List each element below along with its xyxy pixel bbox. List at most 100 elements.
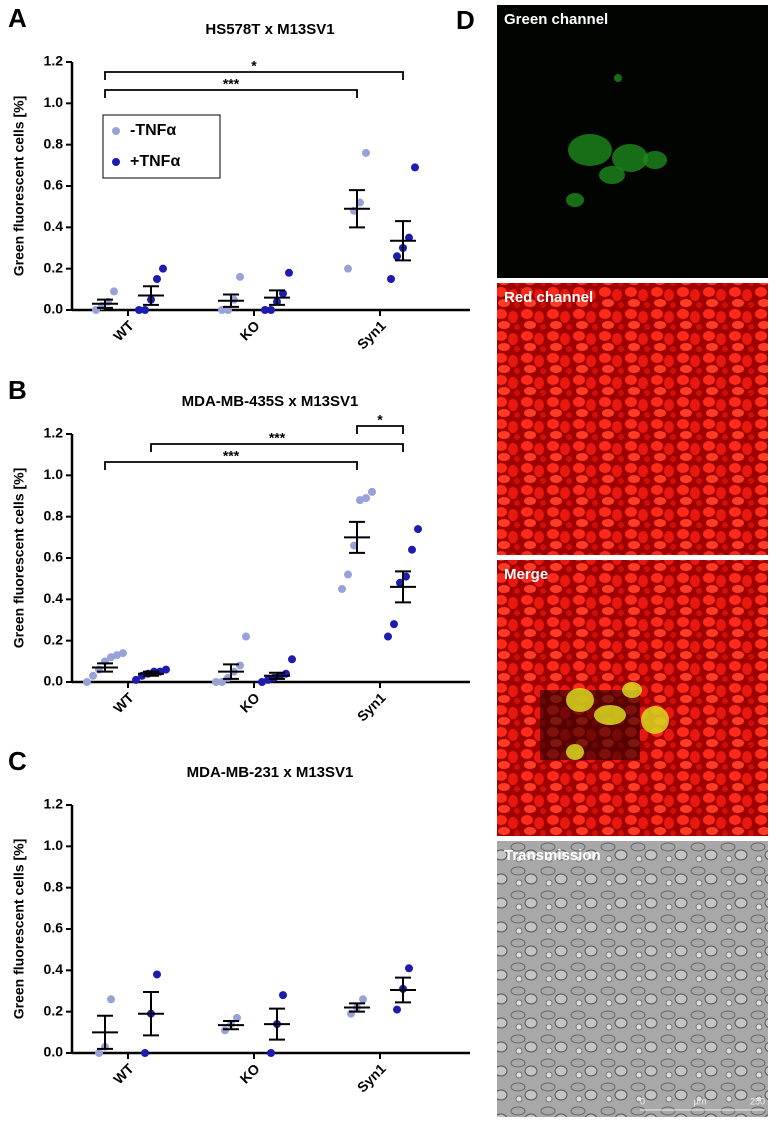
error-bar <box>143 670 159 677</box>
data-point <box>356 496 364 505</box>
y-tick-label: 1.2 <box>44 425 64 441</box>
error-bar <box>143 991 159 1037</box>
data-point <box>141 306 149 314</box>
x-tick-label: KO <box>237 1060 263 1086</box>
y-tick-label: 0.6 <box>44 920 64 936</box>
data-point <box>362 494 370 503</box>
data-point <box>89 671 97 680</box>
y-tick-label: 0.0 <box>44 301 64 317</box>
chart-title: HS578T x M13SV1 <box>205 21 334 38</box>
panel-letter: A <box>8 3 27 33</box>
data-point <box>258 678 266 686</box>
x-tick-label: KO <box>237 317 263 343</box>
y-tick-label: 1.2 <box>44 53 64 69</box>
image-label: Merge <box>504 566 548 583</box>
significance-bracket <box>104 71 404 80</box>
chart: A HS578T x M13SV1 Green fluorescent cells … <box>8 3 470 352</box>
error-bar <box>349 189 365 229</box>
x-tick-label: Syn1 <box>354 317 389 352</box>
data-point <box>408 545 416 554</box>
data-point <box>212 678 220 686</box>
error-bar <box>223 1019 239 1031</box>
chart-title: MDA-MB-231 x M13SV1 <box>187 764 354 781</box>
legend-label: +TNFα <box>130 153 180 170</box>
significance-bracket <box>104 89 358 98</box>
x-tick-label: Syn1 <box>354 1060 389 1095</box>
x-tick-label: WT <box>110 317 137 344</box>
micrograph <box>497 5 768 278</box>
data-point <box>390 620 398 629</box>
data-point <box>83 678 91 686</box>
error-bar <box>223 293 239 308</box>
data-point <box>387 275 395 283</box>
merged-cell <box>641 706 669 734</box>
significance-label: * <box>377 412 383 428</box>
data-point <box>159 264 167 273</box>
merged-cell <box>622 682 642 698</box>
merged-cell <box>566 688 594 712</box>
error-bar <box>223 663 239 680</box>
y-tick-label: 1.0 <box>44 837 64 853</box>
green-cell <box>614 74 622 82</box>
error-bar <box>349 520 365 554</box>
data-point <box>279 991 287 1000</box>
y-tick-label: 0.8 <box>44 507 64 523</box>
data-point <box>132 675 140 684</box>
panel-d: D Green channel Red channel Merge Transmiss… <box>456 5 768 1117</box>
error-bar <box>395 976 411 1004</box>
error-bar <box>395 220 411 262</box>
error-bar <box>97 298 113 309</box>
data-point <box>368 487 376 496</box>
scale-label: 250 <box>750 1096 765 1106</box>
data-point <box>285 268 293 277</box>
data-point <box>362 148 370 157</box>
data-point <box>224 306 232 314</box>
y-tick-label: 0.0 <box>44 673 64 689</box>
error-bar <box>97 662 113 673</box>
green-cell <box>599 166 625 184</box>
y-tick-label: 0.2 <box>44 1002 64 1018</box>
significance-label: *** <box>223 448 240 464</box>
chart: B MDA-MB-435S x M13SV1 Green fluorescent c… <box>8 375 470 724</box>
data-point <box>135 306 143 314</box>
error-bar <box>143 285 159 306</box>
chart: C MDA-MB-231 x M13SV1 Green fluorescent ce… <box>8 746 470 1095</box>
legend-box <box>102 114 221 179</box>
y-tick-label: 0.4 <box>44 590 64 606</box>
data-point <box>384 632 392 641</box>
data-point <box>267 1049 275 1057</box>
y-tick-label: 0.6 <box>44 177 64 193</box>
data-point <box>221 1026 229 1035</box>
data-point <box>242 632 250 641</box>
green-cell <box>568 134 612 166</box>
data-point <box>236 661 244 670</box>
significance-bracket <box>104 461 358 470</box>
data-point <box>113 651 121 660</box>
significance-label: *** <box>223 76 240 92</box>
x-tick-label: KO <box>237 689 263 715</box>
data-point <box>261 306 269 314</box>
image-label: Transmission <box>504 847 601 864</box>
significance-bracket <box>356 425 404 434</box>
x-tick-label: WT <box>110 689 137 716</box>
image-label: Green channel <box>504 11 608 28</box>
data-point <box>393 1005 401 1014</box>
merged-cell <box>594 705 626 725</box>
merged-cell <box>566 744 584 760</box>
y-tick-label: 0.4 <box>44 218 64 234</box>
data-point <box>236 272 244 281</box>
green-cell <box>612 144 648 172</box>
data-point <box>344 264 352 273</box>
data-point <box>288 655 296 664</box>
data-point <box>107 995 115 1004</box>
green-cell <box>643 151 667 169</box>
y-axis-label: Green fluorescent cells [%] <box>11 96 27 277</box>
y-tick-label: 1.0 <box>44 466 64 482</box>
y-tick-label: 1.2 <box>44 796 64 812</box>
data-point <box>153 275 161 283</box>
y-tick-label: 0.8 <box>44 135 64 151</box>
micrograph <box>497 841 768 1117</box>
data-point <box>233 1013 241 1022</box>
data-point <box>411 163 419 172</box>
